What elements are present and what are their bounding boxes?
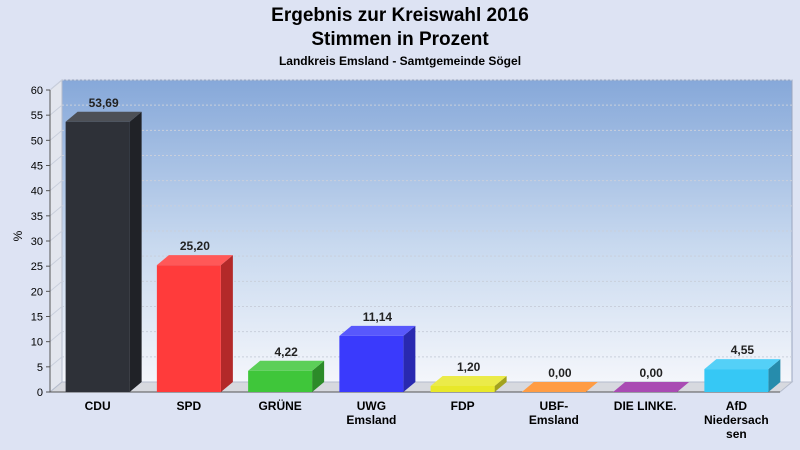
chart-subtitle: Stimmen in Prozent — [311, 29, 489, 50]
chart-title: Ergebnis zur Kreiswahl 2016 — [271, 5, 529, 26]
bar — [248, 370, 313, 392]
bar — [704, 369, 769, 392]
bar-side — [129, 111, 142, 393]
bar-value-label: 4,22 — [274, 345, 298, 359]
gridline-side — [49, 155, 63, 166]
bar-value-label: 4,55 — [731, 343, 755, 357]
y-tick-label: 15 — [31, 312, 43, 324]
y-tick-label: 30 — [31, 236, 43, 248]
gridline-side — [49, 205, 63, 217]
y-tick-label: 10 — [31, 337, 43, 349]
gridline-side — [49, 331, 63, 343]
y-tick-label: 0 — [37, 387, 43, 399]
y-tick-label: 5 — [37, 362, 43, 374]
bar-side — [312, 360, 325, 392]
bar-side — [403, 325, 416, 392]
gridline-side — [49, 255, 63, 267]
bar-side — [768, 359, 781, 392]
bar-value-label: 11,14 — [363, 310, 393, 324]
chart-subtitle-2: Landkreis Emsland - Samtgemeinde Sögel — [278, 54, 522, 68]
bar-value-label: 25,20 — [180, 239, 210, 253]
bar-top — [248, 360, 325, 371]
x-tick-label: UBF-Emsland — [529, 399, 579, 427]
bar — [156, 265, 221, 392]
bar-top — [704, 359, 781, 370]
y-tick-label: 35 — [31, 211, 43, 223]
bar — [339, 335, 404, 392]
y-tick-label: 60 — [31, 85, 43, 97]
gridline-side — [49, 180, 63, 192]
bar-top — [156, 255, 233, 266]
x-tick-label: UWG Emsland — [346, 399, 396, 427]
gridline-side — [49, 104, 63, 116]
bar-top — [65, 111, 142, 122]
gridline-side — [49, 306, 63, 317]
x-tick-label: SPD — [177, 399, 202, 413]
x-tick-label: AfD Niedersach sen — [704, 399, 769, 441]
chart-titles: Ergebnis zur Kreiswahl 2016 Stimmen in P… — [0, 4, 800, 70]
gridline-side — [49, 356, 63, 368]
gridline-side — [49, 129, 63, 141]
bar-value-label: 0,00 — [548, 366, 572, 380]
x-tick-label: CDU — [85, 399, 111, 413]
gridline-side — [49, 280, 63, 292]
bar-top — [430, 375, 507, 386]
x-tick-label: DIE LINKE. — [614, 399, 677, 413]
y-tick-label: 25 — [31, 261, 43, 273]
bar-side — [220, 255, 233, 392]
bar-value-label: 0,00 — [639, 366, 663, 380]
y-tick-label: 45 — [31, 161, 43, 173]
bar — [430, 385, 495, 392]
y-tick-label: 55 — [31, 110, 43, 122]
bar-top — [613, 382, 690, 392]
bar — [65, 121, 130, 393]
bar-top — [339, 325, 416, 336]
bar-value-label: 1,20 — [457, 360, 481, 374]
x-tick-label: GRÜNE — [258, 398, 301, 413]
y-axis-label: % — [11, 230, 25, 241]
gridline-side — [49, 230, 63, 242]
bar-top — [521, 382, 598, 392]
x-tick-label: FDP — [451, 399, 475, 413]
y-tick-label: 50 — [31, 135, 43, 147]
gridline-side — [49, 79, 63, 91]
y-tick-label: 40 — [31, 186, 43, 198]
bar-value-label: 53,69 — [89, 96, 119, 110]
bar-side — [494, 375, 507, 392]
y-tick-label: 20 — [31, 286, 43, 298]
